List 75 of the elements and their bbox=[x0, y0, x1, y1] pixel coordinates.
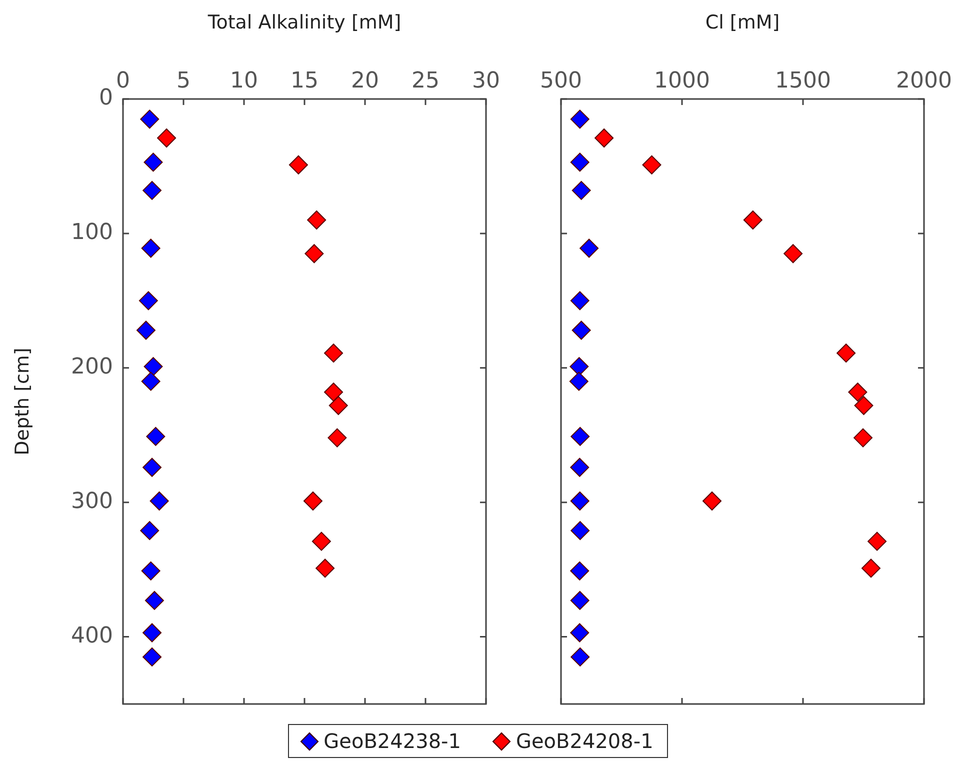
point bbox=[572, 320, 591, 340]
x-tick-label: 30 bbox=[472, 68, 500, 94]
x-tick-label: 20 bbox=[351, 68, 379, 94]
point bbox=[150, 491, 169, 510]
point bbox=[304, 244, 324, 264]
legend-label: GeoB24238-1 bbox=[324, 729, 461, 753]
x-tick-label: 1500 bbox=[775, 68, 831, 94]
point bbox=[144, 357, 163, 376]
point bbox=[570, 110, 590, 129]
point bbox=[141, 238, 160, 258]
point bbox=[570, 291, 590, 310]
point bbox=[854, 396, 874, 416]
point bbox=[324, 344, 344, 363]
point bbox=[570, 521, 590, 540]
point bbox=[569, 372, 588, 391]
point bbox=[324, 382, 344, 402]
x-tick-label: 1000 bbox=[654, 68, 710, 94]
x-tick-label: 25 bbox=[412, 68, 440, 94]
point bbox=[146, 426, 166, 446]
point bbox=[303, 491, 322, 510]
point bbox=[572, 180, 591, 200]
y-axis-title: Depth [cm] bbox=[11, 348, 34, 456]
point bbox=[142, 458, 162, 477]
point bbox=[157, 128, 176, 148]
point bbox=[288, 155, 308, 174]
point bbox=[142, 180, 162, 200]
x-tick-label: 500 bbox=[540, 68, 582, 94]
point bbox=[328, 428, 347, 448]
point bbox=[848, 382, 868, 402]
point bbox=[854, 428, 873, 448]
x-tick-label: 5 bbox=[176, 68, 190, 94]
point bbox=[136, 320, 156, 340]
point bbox=[307, 210, 326, 230]
point bbox=[141, 561, 160, 580]
point bbox=[144, 590, 164, 610]
point bbox=[328, 396, 348, 416]
point bbox=[862, 558, 880, 578]
y-tick-label: 0 bbox=[99, 86, 113, 111]
point bbox=[142, 647, 162, 666]
point bbox=[743, 210, 762, 230]
x-axis-title: Cl [mM] bbox=[705, 11, 780, 34]
y-tick-label: 200 bbox=[71, 354, 113, 380]
point bbox=[138, 291, 158, 310]
point bbox=[594, 128, 614, 148]
y-tick-label: 300 bbox=[71, 489, 113, 514]
point bbox=[784, 244, 803, 264]
y-tick-label: 100 bbox=[71, 220, 113, 246]
point bbox=[312, 532, 331, 551]
point bbox=[580, 238, 599, 258]
point bbox=[570, 561, 590, 580]
x-axis-title: Total Alkalinity [mM] bbox=[206, 11, 402, 34]
x-tick-label: 0 bbox=[116, 68, 130, 94]
point bbox=[570, 623, 590, 642]
point bbox=[140, 521, 160, 540]
point bbox=[836, 344, 856, 363]
point bbox=[570, 647, 590, 666]
point bbox=[570, 426, 590, 446]
point bbox=[570, 491, 590, 510]
x-tick-label: 2000 bbox=[896, 68, 952, 94]
x-tick-label: 10 bbox=[230, 68, 258, 94]
point bbox=[142, 623, 162, 642]
point bbox=[868, 532, 887, 551]
point bbox=[141, 372, 160, 391]
point bbox=[316, 558, 335, 578]
point bbox=[570, 590, 590, 610]
point bbox=[140, 110, 160, 129]
legend-label: GeoB24208-1 bbox=[516, 729, 654, 753]
point bbox=[642, 155, 662, 174]
point bbox=[702, 491, 722, 510]
x-tick-label: 15 bbox=[290, 68, 318, 94]
point bbox=[144, 152, 163, 172]
point bbox=[570, 357, 589, 376]
y-tick-label: 400 bbox=[71, 623, 113, 648]
point bbox=[570, 458, 590, 477]
point bbox=[570, 152, 590, 172]
